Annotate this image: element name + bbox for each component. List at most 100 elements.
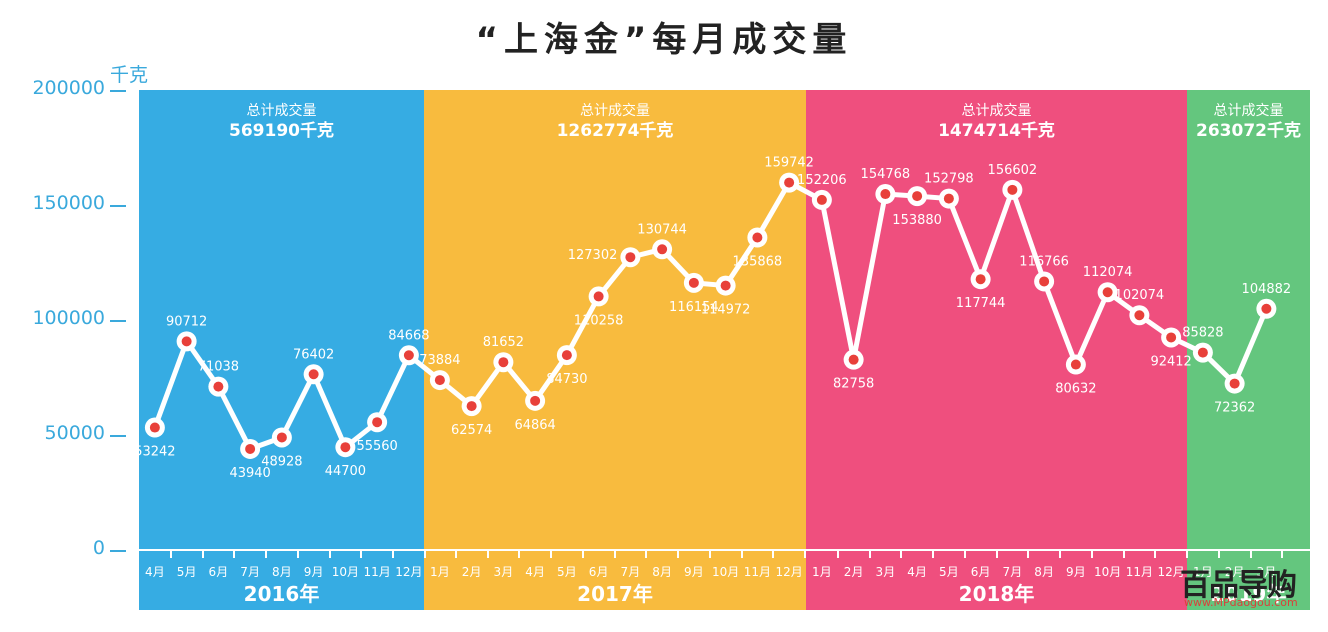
x-month-label: 5月 [557, 565, 577, 579]
x-month-label: 12月 [1157, 565, 1185, 579]
total-label: 总计成交量 [580, 103, 650, 119]
x-tick [1281, 551, 1284, 558]
year-panel: 总计成交量 1262774千克 2017年 [424, 90, 806, 610]
watermark: 百品导购 www.MPdaogou.com [1180, 560, 1310, 610]
data-point-dot [340, 442, 351, 453]
data-point-dot [1229, 378, 1240, 389]
year-label: 2019年 [1210, 582, 1287, 606]
watermark-logo-text: 百品导购 [1180, 568, 1297, 603]
x-month-label: 2月 [843, 565, 864, 579]
data-point-dot [530, 395, 541, 406]
data-point-dot [308, 369, 319, 380]
x-month-label: 1月 [812, 565, 832, 579]
data-value-label: 152206 [797, 173, 847, 188]
data-point-dot [149, 422, 160, 433]
total-value: 1474714千克 [938, 121, 1055, 141]
data-point-dot [1070, 359, 1081, 370]
data-value-label: 102074 [1115, 288, 1165, 303]
x-tick [169, 551, 172, 558]
data-point-dot [816, 194, 827, 205]
data-value-label: 116766 [1019, 254, 1069, 269]
data-value-label: 80632 [1055, 382, 1096, 397]
total-value: 1262774千克 [556, 121, 674, 141]
x-month-label: 7月 [1002, 565, 1023, 579]
x-tick [486, 551, 489, 558]
x-tick [233, 551, 236, 558]
data-point-dot [848, 354, 859, 365]
data-value-label: 76402 [293, 347, 334, 362]
data-point-dot [403, 350, 414, 361]
x-tick [677, 551, 679, 558]
x-tick [740, 551, 743, 558]
data-point-dot [498, 357, 509, 368]
data-value-label: 92412 [1150, 354, 1191, 369]
data-point-dot [975, 274, 986, 285]
data-value-label: 44700 [325, 464, 366, 479]
data-point-dot [943, 193, 954, 204]
total-label: 总计成交量 [1213, 103, 1284, 119]
data-value-label: 153880 [892, 213, 942, 228]
data-point-dot [1197, 347, 1208, 358]
x-tick [1027, 551, 1030, 558]
x-tick [392, 551, 394, 558]
data-value-label: 154768 [861, 167, 911, 182]
y-tick-label: 200000 [32, 77, 105, 99]
data-value-label: 135868 [733, 255, 783, 270]
x-tick [581, 551, 584, 558]
data-value-label: 117744 [956, 296, 1006, 311]
x-tick [1217, 551, 1220, 558]
x-month-label: 4月 [525, 565, 545, 579]
x-month-label: 2月 [1224, 565, 1245, 579]
data-point-dot [1261, 303, 1272, 314]
x-month-label: 9月 [1066, 565, 1086, 579]
y-tick-mark [110, 550, 126, 552]
panel-header: 总计成交量 1262774千克 [424, 102, 806, 142]
x-tick [932, 551, 934, 558]
data-point-dot [181, 336, 192, 347]
y-axis-unit: 千克 [110, 64, 149, 86]
data-value-label: 112074 [1083, 265, 1133, 280]
data-value-label: 53242 [134, 445, 175, 460]
x-month-label: 8月 [652, 565, 672, 579]
data-point-dot [880, 189, 891, 200]
x-month-label: 8月 [272, 565, 292, 579]
x-month-label: 6月 [588, 565, 609, 579]
x-month-label: 7月 [620, 565, 641, 579]
y-tick-mark [110, 205, 126, 207]
x-month-label: 11月 [743, 565, 772, 579]
x-month-label: 5月 [939, 565, 959, 579]
data-point-dot [213, 381, 224, 392]
x-month-label: 4月 [145, 565, 165, 579]
x-month-label: 12月 [395, 565, 423, 579]
data-point-dot [245, 443, 256, 454]
x-month-label: 6月 [208, 565, 229, 579]
y-tick-label: 0 [92, 537, 105, 559]
year-panel: 总计成交量 1474714千克 2018年 [806, 90, 1187, 610]
x-month-label: 9月 [684, 565, 704, 579]
data-point-dot [561, 350, 572, 361]
y-tick-label: 50000 [44, 422, 105, 444]
x-tick [265, 551, 267, 558]
data-value-label: 156602 [988, 163, 1038, 178]
y-tick-mark [110, 320, 126, 322]
data-value-label: 81652 [483, 335, 524, 350]
x-tick [1186, 551, 1188, 558]
data-point-dot [752, 232, 763, 243]
data-value-label: 104882 [1242, 282, 1292, 297]
x-tick [1249, 551, 1252, 558]
watermark-url: www.MPdaogou.com [1184, 596, 1298, 609]
data-point-dot [1007, 184, 1018, 195]
x-month-label: 7月 [240, 565, 260, 579]
data-value-label: 64864 [514, 418, 555, 433]
data-point-dot [1166, 332, 1177, 343]
data-value-label: 114972 [701, 303, 751, 318]
data-value-label: 71038 [198, 360, 239, 375]
x-month-label: 2月 [461, 565, 482, 579]
data-value-label: 90712 [166, 314, 207, 329]
x-tick [201, 551, 204, 558]
data-point-dot [466, 401, 477, 412]
total-value: 569190千克 [229, 121, 334, 141]
x-tick [900, 551, 903, 558]
data-point-dot [276, 432, 287, 443]
x-tick [804, 551, 806, 558]
